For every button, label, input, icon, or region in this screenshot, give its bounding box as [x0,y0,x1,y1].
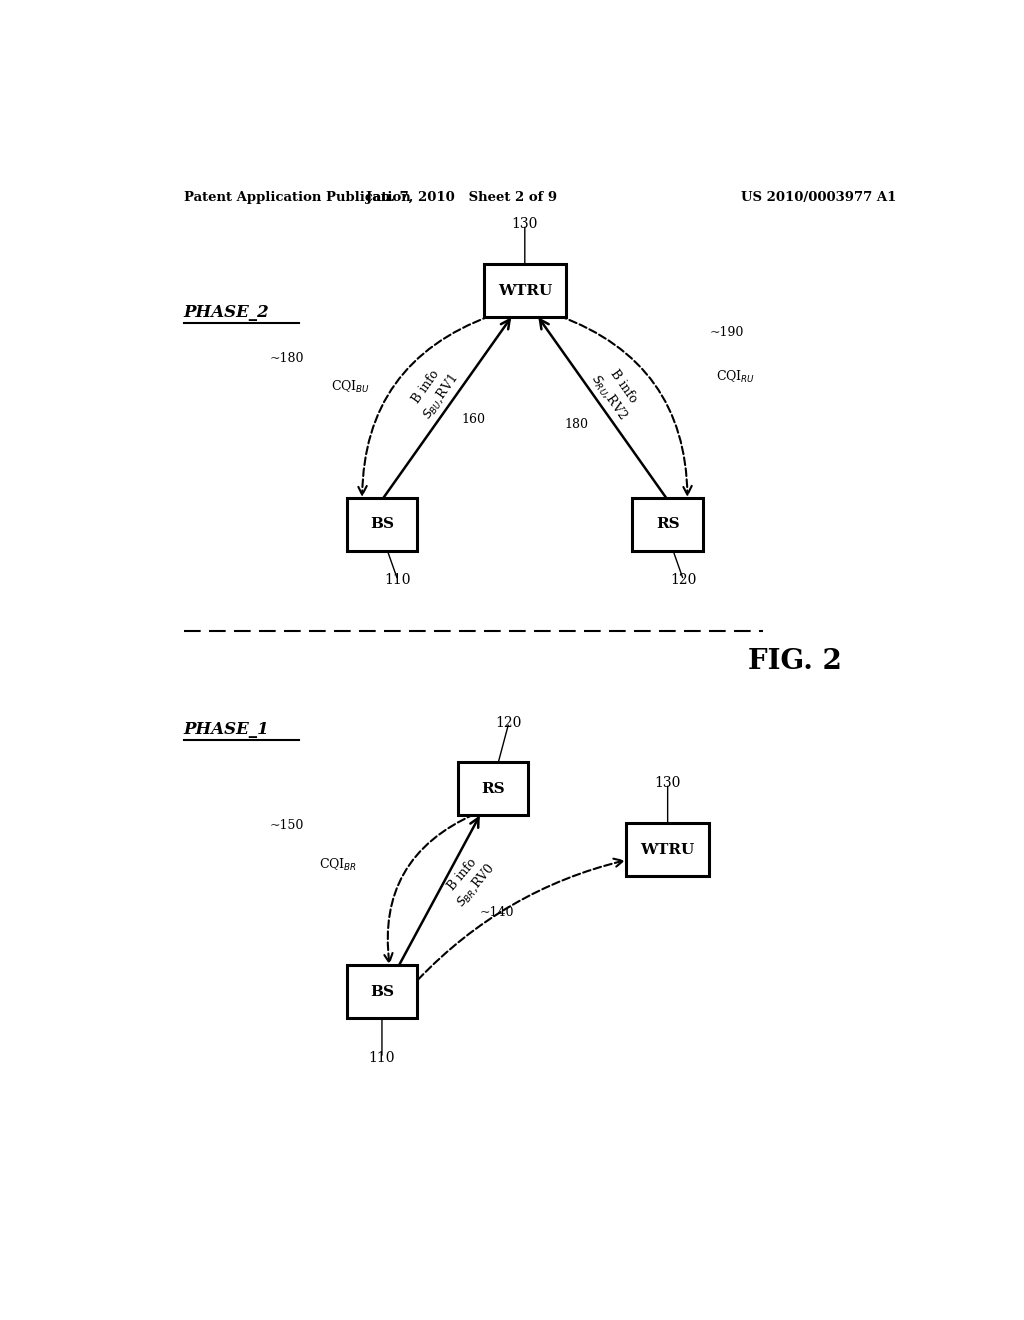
FancyBboxPatch shape [483,264,566,317]
Text: Patent Application Publication: Patent Application Publication [183,190,411,203]
Text: 180: 180 [564,417,589,430]
FancyArrowPatch shape [418,859,623,979]
Text: BS: BS [370,985,394,999]
Text: 120: 120 [671,573,696,587]
FancyArrowPatch shape [384,814,475,962]
Text: RS: RS [655,517,680,532]
Text: 120: 120 [496,715,522,730]
Text: RS: RS [481,781,505,796]
Text: WTRU: WTRU [498,284,552,297]
FancyBboxPatch shape [458,762,528,814]
Text: 130: 130 [512,218,538,231]
FancyArrowPatch shape [559,315,692,495]
Text: WTRU: WTRU [641,842,694,857]
Text: 110: 110 [369,1051,395,1065]
Text: CQI$_{RU}$: CQI$_{RU}$ [716,368,755,385]
Text: B info
$S_{RU}$,RV2: B info $S_{RU}$,RV2 [588,362,644,422]
Text: CQI$_{BR}$: CQI$_{BR}$ [319,857,357,873]
Text: PHASE_1: PHASE_1 [183,721,269,738]
FancyArrowPatch shape [357,315,490,495]
Text: PHASE_2: PHASE_2 [183,304,269,321]
Text: 110: 110 [385,573,411,587]
Text: Jan. 7, 2010   Sheet 2 of 9: Jan. 7, 2010 Sheet 2 of 9 [366,190,557,203]
Text: ~140: ~140 [480,906,514,919]
FancyBboxPatch shape [347,965,417,1018]
FancyBboxPatch shape [633,498,702,550]
Text: CQI$_{BU}$: CQI$_{BU}$ [331,379,370,395]
Text: B info
$S_{BR}$,RV0: B info $S_{BR}$,RV0 [440,850,498,911]
Text: FIG. 2: FIG. 2 [748,648,842,675]
Text: BS: BS [370,517,394,532]
Text: ~190: ~190 [710,326,744,339]
Text: ~150: ~150 [269,820,304,832]
FancyBboxPatch shape [347,498,417,550]
Text: 160: 160 [461,413,485,425]
Text: B info
$S_{BU}$,RV1: B info $S_{BU}$,RV1 [406,362,461,422]
FancyBboxPatch shape [627,824,709,876]
Text: ~180: ~180 [269,351,304,364]
Text: 130: 130 [654,776,681,791]
Text: US 2010/0003977 A1: US 2010/0003977 A1 [740,190,896,203]
